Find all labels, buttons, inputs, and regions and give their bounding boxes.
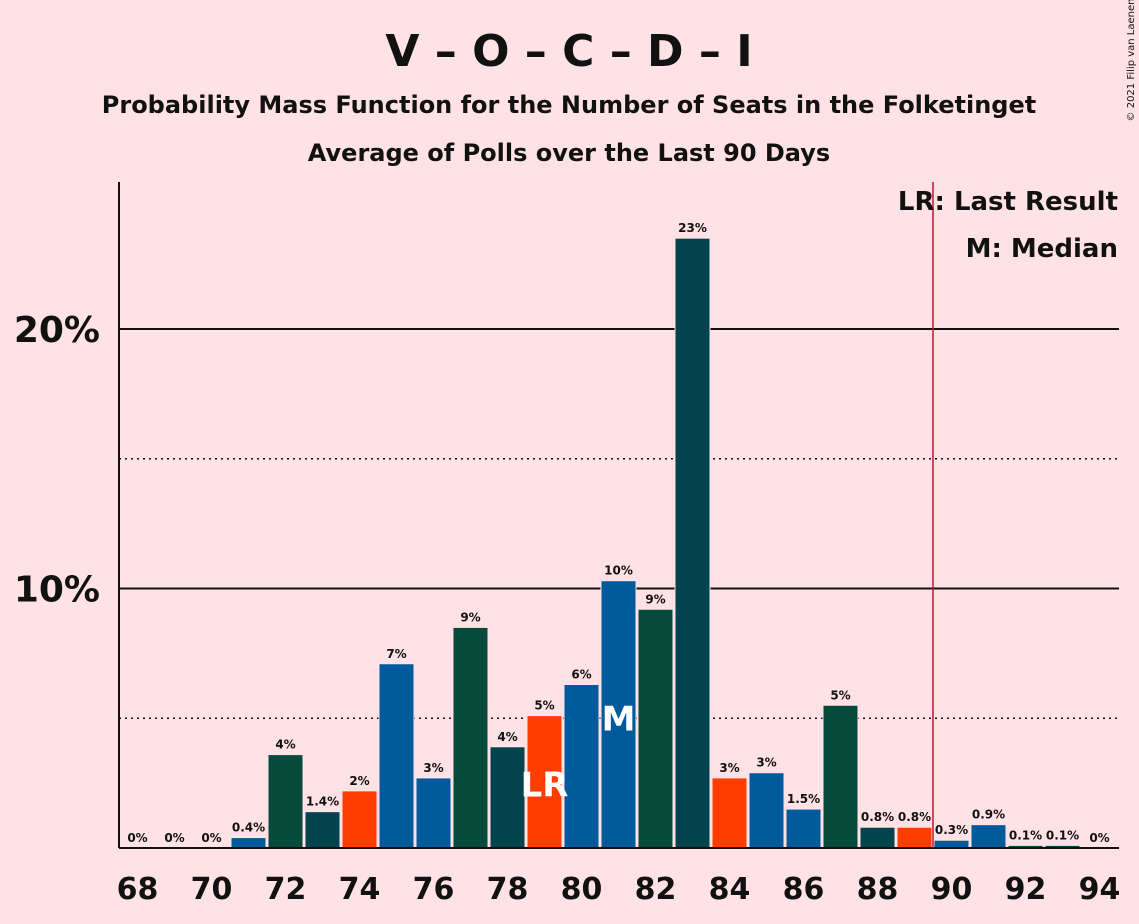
last-result-mark: LR bbox=[521, 766, 569, 806]
bar-83 bbox=[674, 237, 711, 849]
bar-value-label-71: 0.4% bbox=[232, 821, 265, 835]
x-tick-label-90: 90 bbox=[931, 872, 973, 907]
bar-value-label-70: 0% bbox=[201, 831, 221, 845]
bar-value-label-94: 0% bbox=[1089, 831, 1109, 845]
y-tick-label-20: 20% bbox=[14, 310, 100, 351]
x-tick-label-70: 70 bbox=[191, 872, 233, 907]
bar-value-label-84: 3% bbox=[719, 761, 739, 775]
x-tick-label-78: 78 bbox=[487, 872, 529, 907]
bar-value-label-89: 0.8% bbox=[898, 810, 931, 824]
copyright-note: © 2021 Filip van Laenen bbox=[1126, 0, 1137, 121]
bar-88 bbox=[859, 826, 896, 849]
bar-value-label-90: 0.3% bbox=[935, 823, 968, 837]
x-tick-label-86: 86 bbox=[783, 872, 825, 907]
bar-71 bbox=[230, 837, 267, 849]
bar-value-label-69: 0% bbox=[164, 831, 184, 845]
bar-77 bbox=[452, 626, 489, 849]
x-tick-label-80: 80 bbox=[561, 872, 603, 907]
x-tick-label-74: 74 bbox=[339, 872, 381, 907]
bar-value-label-76: 3% bbox=[423, 761, 443, 775]
x-tick-label-94: 94 bbox=[1079, 872, 1121, 907]
chart-subtitle-1: Probability Mass Function for the Number… bbox=[102, 91, 1036, 119]
bar-86 bbox=[785, 808, 822, 849]
bar-value-label-78: 4% bbox=[497, 730, 517, 744]
bar-value-label-82: 9% bbox=[645, 592, 665, 606]
x-tick-label-92: 92 bbox=[1005, 872, 1047, 907]
bar-74 bbox=[341, 790, 378, 849]
bar-value-label-87: 5% bbox=[830, 688, 850, 702]
median-mark: M bbox=[602, 700, 636, 740]
bar-82 bbox=[637, 608, 674, 849]
legend-median: M: Median bbox=[966, 234, 1118, 264]
bar-value-label-79: 5% bbox=[534, 699, 554, 713]
bar-91 bbox=[970, 824, 1007, 849]
x-tick-label-76: 76 bbox=[413, 872, 455, 907]
bar-value-label-83: 23% bbox=[678, 221, 707, 235]
bar-value-label-92: 0.1% bbox=[1009, 828, 1042, 842]
bar-72 bbox=[267, 754, 304, 849]
chart-title: V – O – C – D – I bbox=[385, 26, 752, 77]
bar-78 bbox=[489, 746, 526, 849]
bar-marks: LR M bbox=[521, 700, 636, 806]
bar-value-label-80: 6% bbox=[571, 668, 591, 682]
bar-73 bbox=[304, 811, 341, 849]
bar-89 bbox=[896, 826, 933, 849]
bar-value-label-68: 0% bbox=[127, 831, 147, 845]
y-tick-label-10: 10% bbox=[14, 570, 100, 611]
bar-value-label-75: 7% bbox=[386, 647, 406, 661]
bar-90 bbox=[933, 839, 970, 849]
x-tick-label-72: 72 bbox=[265, 872, 307, 907]
bar-value-label-88: 0.8% bbox=[861, 810, 894, 824]
bar-81 bbox=[600, 580, 637, 849]
bar-75 bbox=[378, 663, 415, 849]
bar-value-label-93: 0.1% bbox=[1046, 828, 1079, 842]
x-tick-label-82: 82 bbox=[635, 872, 677, 907]
bar-85 bbox=[748, 772, 785, 849]
bar-value-label-73: 1.4% bbox=[306, 795, 339, 809]
bar-value-label-85: 3% bbox=[756, 756, 776, 770]
x-tick-label-88: 88 bbox=[857, 872, 899, 907]
bars: 0% 0% 0% 0.4% 4% 1.4% 2% 7% 3% 9% 4% 5% 6% 10% 9% 23% 3%… bbox=[127, 221, 1110, 849]
bar-value-label-72: 4% bbox=[275, 738, 295, 752]
bar-value-label-74: 2% bbox=[349, 774, 369, 788]
bar-value-label-81: 10% bbox=[604, 564, 633, 578]
x-tick-label-84: 84 bbox=[709, 872, 751, 907]
axes: 10% 20% 68 70 72 74 76 78 80 82 84 86 88 90 92 94 bbox=[14, 182, 1121, 907]
bar-84 bbox=[711, 777, 748, 849]
legend-last-result: LR: Last Result bbox=[898, 187, 1118, 217]
bar-value-label-77: 9% bbox=[460, 610, 480, 624]
bar-value-label-91: 0.9% bbox=[972, 808, 1005, 822]
bar-87 bbox=[822, 704, 859, 849]
bar-80 bbox=[563, 684, 600, 849]
chart-subtitle-2: Average of Polls over the Last 90 Days bbox=[308, 139, 830, 167]
x-tick-label-68: 68 bbox=[117, 872, 159, 907]
bar-76 bbox=[415, 777, 452, 849]
bar-value-label-86: 1.5% bbox=[787, 792, 820, 806]
